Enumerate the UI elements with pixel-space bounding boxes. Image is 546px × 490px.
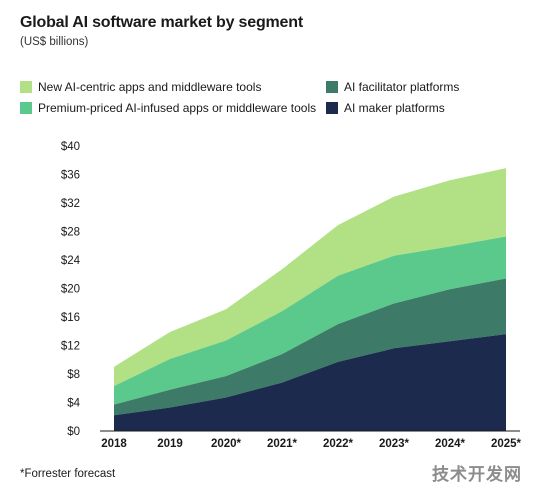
area-series-new-ai-centric-apps-and-middleware-tools (114, 168, 506, 387)
legend-swatch (20, 81, 32, 93)
y-tick-label: $32 (61, 198, 80, 210)
y-tick-label: $4 (67, 398, 80, 410)
y-tick-label: $36 (61, 170, 80, 182)
legend-swatch (20, 102, 32, 114)
y-tick-label: $20 (61, 284, 80, 296)
legend-item-ai-facilitator: AI facilitator platforms (326, 80, 459, 94)
y-tick-label: $24 (61, 255, 81, 267)
x-tick-label: 2024* (435, 438, 466, 450)
y-tick-label: $28 (61, 227, 80, 239)
legend-label: AI facilitator platforms (344, 80, 460, 94)
legend-label: New AI-centric apps and middleware tools (38, 80, 262, 94)
legend-item-premium-priced: Premium-priced AI-infused apps or middle… (20, 101, 316, 115)
x-tick-label: 2019 (157, 438, 183, 450)
chart-title: Global AI software market by segment (20, 14, 303, 31)
legend-label: AI maker platforms (344, 101, 445, 115)
y-tick-label: $12 (61, 341, 80, 353)
chart-subtitle: (US$ billions) (20, 36, 89, 48)
legend-swatch (326, 81, 338, 93)
x-tick-label: 2025* (491, 438, 522, 450)
y-tick-label: $8 (67, 369, 80, 381)
chart-legend: New AI-centric apps and middleware tools… (20, 80, 540, 120)
x-tick-label: 2018 (101, 438, 127, 450)
x-tick-label: 2023* (379, 438, 410, 450)
watermark: 技术开发网 (432, 465, 522, 484)
x-tick-label: 2022* (323, 438, 354, 450)
y-tick-label: $0 (67, 426, 80, 438)
legend-item-new-ai-centric: New AI-centric apps and middleware tools (20, 80, 261, 94)
legend-swatch (326, 102, 338, 114)
area-series-ai-facilitator-platforms (114, 278, 506, 416)
y-tick-label: $40 (61, 141, 80, 153)
x-tick-label: 2021* (267, 438, 298, 450)
area-series-ai-maker-platforms (114, 334, 506, 431)
area-series-premium-priced-ai-infused-apps-or-middleware-tools (114, 236, 506, 405)
legend-item-ai-maker: AI maker platforms (326, 101, 445, 115)
legend-label: Premium-priced AI-infused apps or middle… (38, 101, 317, 115)
x-tick-label: 2020* (211, 438, 242, 450)
y-tick-label: $16 (61, 312, 80, 324)
stacked-area-chart: $0 $4 $8 $12 $16 $20 $24 $28 $32 $36 $40 2018 2019 20… (61, 141, 522, 450)
footnote: *Forrester forecast (20, 468, 116, 480)
